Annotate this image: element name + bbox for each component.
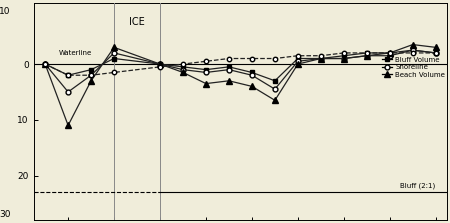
Text: ICE: ICE — [129, 17, 145, 27]
Text: Bluff (2:1): Bluff (2:1) — [400, 182, 436, 189]
Text: Waterline: Waterline — [59, 50, 92, 56]
Text: 30: 30 — [0, 210, 11, 219]
Legend: Bluff Volume, Shoreline, Beach Volume: Bluff Volume, Shoreline, Beach Volume — [379, 54, 448, 81]
Text: 10: 10 — [0, 7, 11, 16]
